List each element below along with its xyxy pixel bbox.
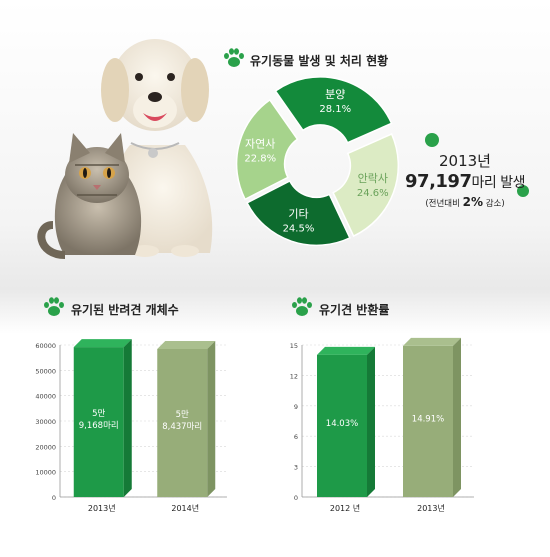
paw-icon: [44, 297, 64, 316]
summary-year: 2013년: [439, 152, 491, 170]
donut-value-0: 28.1%: [319, 104, 351, 115]
x-category-label-0: 2012 년: [330, 503, 360, 513]
bar-value-label-0: 9,168마리: [79, 421, 119, 431]
bar-side-1: [453, 337, 461, 497]
summary-count: 97,197마리 발생: [395, 171, 535, 192]
donut-slice-2: [246, 179, 351, 247]
bar-1: [403, 345, 453, 497]
bar-side-1: [207, 340, 216, 497]
y-tick-label: 0: [52, 494, 56, 502]
bar-top-1: [403, 337, 461, 346]
donut-slice-0: [274, 76, 393, 144]
y-tick-label: 15: [290, 342, 298, 350]
y-tick-label: 50000: [35, 367, 56, 375]
annual-summary: 2013년 97,197마리 발생 (전년대비 2% 감소): [395, 150, 535, 209]
dog-and-cat-illustration: [37, 39, 213, 259]
donut-value-3: 22.8%: [244, 153, 276, 164]
abandoned-dogs-bar-chart: 0 10000 20000 30000 40000 50000 60000 5만 9,168마리…: [35, 339, 227, 513]
x-category-label-0: 2013년: [88, 503, 116, 513]
y-tick-label: 9: [294, 403, 298, 411]
summary-count-unit: 마리 발생: [471, 175, 525, 191]
bar-top-0: [317, 346, 375, 355]
disposal-status-title: 유기동물 발생 및 처리 현황: [250, 54, 389, 68]
y-tick-label: 20000: [35, 443, 56, 451]
summary-change-suffix: 감소): [483, 199, 505, 209]
green-dot-decor: [425, 133, 439, 147]
paw-icon: [224, 48, 244, 67]
bar-0: [73, 347, 124, 497]
return-rate-bar-chart: 0 3 6 9 12 15 14.03% 2012 년 14.91% 2013년: [290, 337, 474, 513]
bar-side-0: [123, 339, 132, 497]
y-tick-label: 60000: [35, 342, 56, 350]
donut-slice-1: [332, 133, 400, 238]
x-category-label-1: 2013년: [417, 503, 445, 513]
donut-label-2: 기타: [288, 207, 308, 220]
bar-0: [317, 354, 367, 497]
y-tick-label: 10000: [35, 469, 56, 477]
x-category-label-1: 2014년: [171, 503, 199, 513]
y-tick-label: 30000: [35, 418, 56, 426]
bar-top-1: [157, 340, 216, 349]
donut-label-0: 분양: [325, 88, 345, 101]
bar-top-0: [73, 339, 132, 348]
summary-change-prefix: (전년대비: [425, 199, 463, 209]
donut-label-1: 안락사: [358, 172, 388, 185]
return-rate-title: 유기견 반환률: [319, 303, 390, 317]
y-tick-label: 6: [294, 433, 298, 441]
y-tick-label: 40000: [35, 393, 56, 401]
donut-value-1: 24.6%: [357, 188, 389, 199]
donut-slice-3: [235, 98, 299, 201]
summary-count-value: 97,197: [405, 171, 472, 192]
disposal-donut-chart: 분양 28.1% 안락사 24.6% 기타 24.5% 자연사 22.8%: [235, 76, 400, 247]
y-tick-label: 0: [294, 494, 298, 502]
bar-value-label-1: 14.91%: [412, 414, 444, 424]
donut-value-2: 24.5%: [283, 223, 315, 234]
donut-label-3: 자연사: [245, 137, 275, 150]
y-tick-label: 12: [290, 372, 298, 380]
paw-icon: [292, 297, 312, 316]
abandoned-dogs-title: 유기된 반려견 개체수: [71, 303, 179, 317]
bar-value-label-1: 8,437마리: [162, 422, 202, 432]
bar-value-label-0: 5만: [92, 409, 105, 419]
y-tick-label: 3: [294, 464, 298, 472]
summary-change: (전년대비 2% 감소): [395, 195, 535, 209]
green-dot-decor: [517, 185, 529, 197]
bar-value-label-1: 5만: [176, 410, 189, 420]
bar-value-label-0: 14.03%: [326, 419, 358, 429]
summary-change-value: 2%: [462, 195, 483, 209]
bar-1: [157, 348, 208, 497]
bar-side-0: [367, 346, 375, 497]
